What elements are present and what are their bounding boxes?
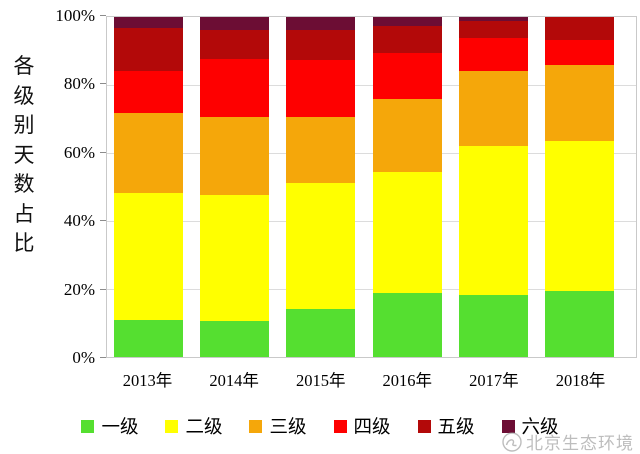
gridline-80 xyxy=(107,85,636,86)
bar-segment xyxy=(200,58,270,117)
bar-2016 xyxy=(372,17,442,357)
x-tick-label-2017: 2017年 xyxy=(469,371,519,390)
bar-segment xyxy=(458,71,528,146)
legend: 一级 二级 三级 四级 五级 六级 xyxy=(0,413,640,439)
bar-segment xyxy=(372,52,442,99)
y-tick-label-80: 80% xyxy=(63,74,95,94)
x-axis-labels: 2013年 2014年 2015年 2016年 2017年 2018年 xyxy=(106,367,637,391)
y-tick-label-0: 0% xyxy=(72,348,95,367)
bar-segment xyxy=(458,145,528,296)
y-tick-mark-80 xyxy=(100,83,106,85)
bar-2015 xyxy=(286,17,356,357)
legend-swatch xyxy=(501,419,515,433)
x-tick-label-2016: 2016年 xyxy=(382,371,433,390)
bar-segment xyxy=(544,290,614,357)
bar-segment xyxy=(372,17,442,26)
bar-segment xyxy=(200,320,270,357)
gridline-40 xyxy=(107,221,636,222)
y-tick-mark-0 xyxy=(100,357,106,358)
legend-swatch xyxy=(417,419,431,433)
y-tick-label-40: 40% xyxy=(63,211,95,231)
bar-segment xyxy=(200,17,270,31)
bar-segment xyxy=(372,293,442,357)
bar-segment xyxy=(286,309,356,357)
bar-segment xyxy=(544,40,614,66)
bar-segment xyxy=(544,65,614,142)
bar-segment xyxy=(114,71,183,113)
bar-segment xyxy=(458,17,528,22)
bar-segment xyxy=(458,38,528,72)
bar-segment xyxy=(286,59,356,117)
bar-2014 xyxy=(200,17,270,357)
bar-segment xyxy=(200,116,270,196)
gridline-60 xyxy=(107,153,636,154)
bar-segment xyxy=(286,17,356,30)
bar-segment xyxy=(544,141,614,291)
x-tick-label-2018: 2018年 xyxy=(555,371,606,390)
x-tick-label-2014: 2014年 xyxy=(209,371,259,390)
watermark-text: 北京生态环境 xyxy=(526,434,634,453)
bar-segment xyxy=(114,27,183,72)
bar-segment xyxy=(286,116,356,184)
bar-segment xyxy=(372,25,442,53)
legend-item-4: 四级 xyxy=(333,413,391,439)
legend-label: 六级 xyxy=(521,418,559,438)
legend-label: 四级 xyxy=(353,418,391,438)
y-tick-mark-20 xyxy=(100,288,106,290)
legend-item-3: 三级 xyxy=(249,413,307,439)
legend-label: 一级 xyxy=(101,418,139,438)
x-tick-label-2013: 2013年 xyxy=(122,371,173,390)
legend-swatch xyxy=(333,419,347,433)
bar-segment xyxy=(200,30,270,59)
legend-item-5: 五级 xyxy=(417,413,475,439)
legend-item-2: 二级 xyxy=(165,413,222,439)
bar-segment xyxy=(544,17,614,41)
gridline-20 xyxy=(107,289,636,290)
y-tick-mark-100 xyxy=(100,15,106,16)
y-tick-label-100: 100% xyxy=(55,6,95,25)
bar-segment xyxy=(286,183,356,310)
watermark-swan-icon xyxy=(502,431,522,452)
legend-label: 五级 xyxy=(437,418,475,438)
bar-2013 xyxy=(114,17,183,357)
y-axis-title: 各级别天数占比 xyxy=(13,54,35,255)
bar-segment xyxy=(286,29,356,60)
legend-swatch xyxy=(81,419,95,433)
bars-container xyxy=(107,17,636,357)
legend-item-1: 一级 xyxy=(81,413,138,439)
bar-segment xyxy=(372,98,442,173)
bar-segment xyxy=(114,17,183,28)
watermark: 北京生态环境 xyxy=(501,429,634,454)
bar-2017 xyxy=(458,17,528,357)
legend-swatch xyxy=(165,419,179,433)
bar-segment xyxy=(200,195,270,321)
bar-segment xyxy=(372,172,442,294)
legend-item-6: 六级 xyxy=(501,413,559,439)
legend-label: 三级 xyxy=(269,418,307,438)
y-tick-mark-40 xyxy=(100,220,106,222)
bar-segment xyxy=(458,295,528,357)
y-tick-label-20: 20% xyxy=(63,279,95,299)
bar-segment xyxy=(114,112,183,193)
legend-label: 二级 xyxy=(185,418,223,438)
y-axis: 0% 20% 40% 60% 80% 100% xyxy=(0,6,106,367)
x-tick-label-2015: 2015年 xyxy=(295,371,346,390)
y-tick-label-60: 60% xyxy=(63,142,95,162)
legend-swatch xyxy=(249,419,263,433)
plot-area xyxy=(106,16,637,358)
bar-2018 xyxy=(544,17,614,357)
bar-segment xyxy=(458,21,528,39)
y-tick-mark-60 xyxy=(100,151,106,153)
bar-segment xyxy=(114,319,183,357)
bar-segment xyxy=(114,192,183,320)
